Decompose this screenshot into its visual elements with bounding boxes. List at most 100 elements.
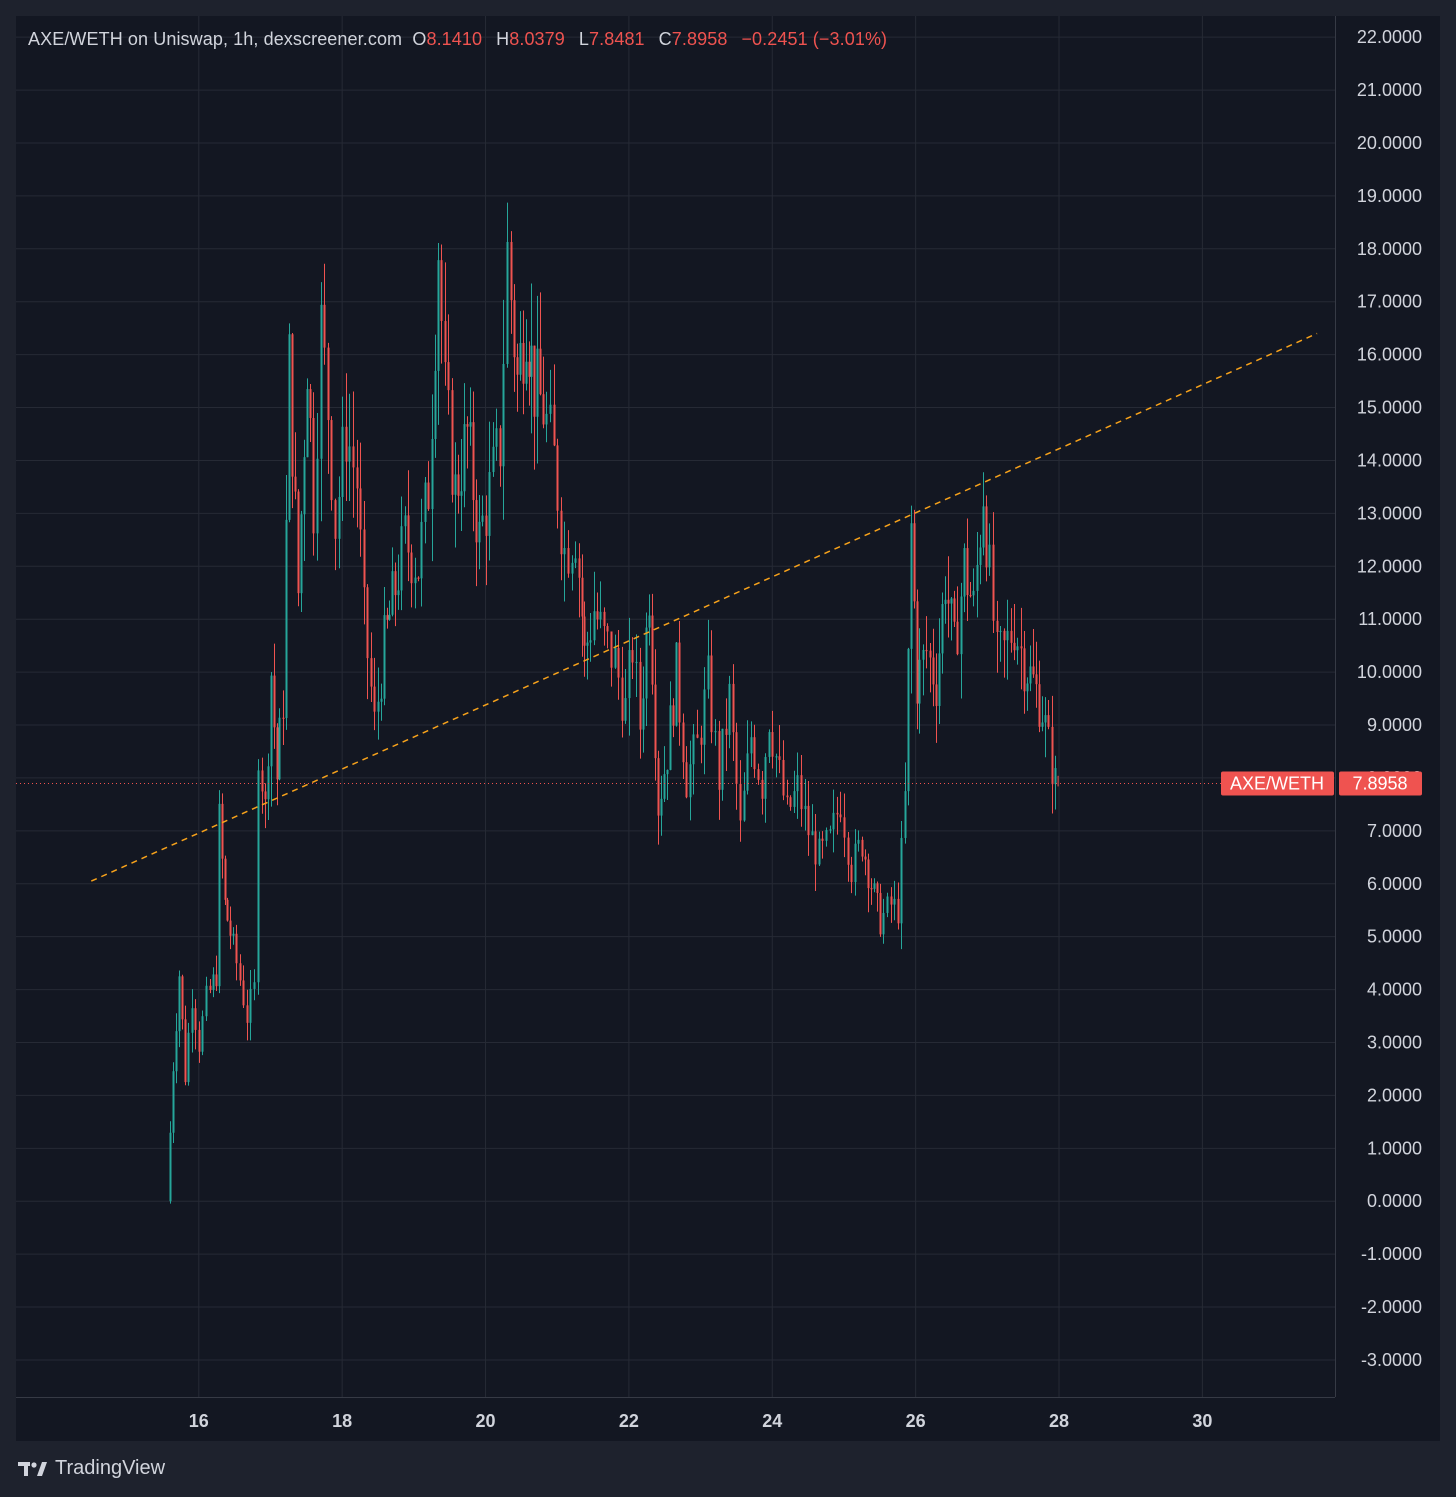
candle-body — [533, 345, 536, 417]
candle-body — [581, 577, 584, 617]
candle-body — [941, 604, 944, 654]
candle-body — [947, 599, 950, 604]
candle-body — [370, 658, 373, 687]
candle-body — [282, 717, 285, 719]
candle-body — [867, 859, 870, 889]
candle-body — [873, 883, 876, 889]
candle-body — [876, 883, 879, 893]
candle-body — [394, 571, 397, 596]
candle-body — [956, 621, 959, 655]
candle-body — [451, 390, 454, 495]
candlestick-chart[interactable]: 22.0000 21.0000 20.0000 19.0000 18.0000 17.00… — [16, 16, 1440, 1441]
y-tick-label: 13.0000 — [1357, 503, 1422, 523]
candle-body — [499, 428, 502, 467]
legend-change: −0.2451 (−3.01%) — [741, 29, 888, 49]
candle-body — [893, 898, 896, 905]
candle-body — [513, 300, 516, 358]
y-tick-label: 12.0000 — [1357, 556, 1422, 576]
candle-body — [380, 698, 383, 702]
candle-body — [782, 759, 785, 796]
candle-body — [1054, 768, 1057, 785]
brand-label: TradingView — [55, 1457, 166, 1479]
candle-body — [338, 497, 341, 539]
y-tick-label: 9.0000 — [1367, 715, 1422, 735]
candle-body — [463, 424, 466, 492]
candle-body — [560, 510, 563, 555]
candle-body — [323, 304, 326, 348]
trendline[interactable] — [90, 332, 1318, 882]
candle-body — [960, 596, 963, 655]
candle-body — [897, 898, 900, 924]
candle-body — [700, 737, 703, 745]
candle-body — [352, 446, 355, 468]
candle-body — [922, 649, 925, 660]
candle-body — [635, 661, 638, 664]
candle-body — [330, 420, 333, 501]
candle-body — [400, 526, 403, 591]
candle-body — [356, 467, 359, 489]
candle-body — [916, 601, 919, 704]
candle-body — [692, 734, 695, 765]
y-tick-label: 2.0000 — [1367, 1085, 1422, 1105]
candle-body — [469, 422, 472, 427]
candle-body — [972, 590, 975, 596]
candle-body — [209, 985, 212, 990]
candle-body — [768, 732, 771, 757]
candle-body — [950, 598, 953, 604]
candle-body — [771, 732, 774, 757]
symbol-price-tag — [1221, 771, 1334, 796]
y-tick-label: 20.0000 — [1357, 133, 1422, 153]
candle-body — [300, 514, 303, 594]
candle-body — [864, 856, 867, 860]
candle-body — [175, 1031, 178, 1072]
candle-body — [861, 839, 864, 857]
chart-pane[interactable]: 22.0000 21.0000 20.0000 19.0000 18.0000 17.00… — [16, 16, 1440, 1441]
tradingview-brand[interactable]: TradingView — [18, 1457, 165, 1480]
legend-high-label: H — [496, 29, 510, 49]
y-tick-label: 22.0000 — [1357, 27, 1422, 47]
candle-body — [391, 571, 394, 615]
candle-body — [221, 803, 224, 859]
candle-body — [1003, 630, 1006, 641]
legend-low-value: 7.8481 — [589, 29, 645, 49]
candle-body — [800, 775, 803, 810]
candle-body — [327, 347, 330, 421]
y-tick-label: 3.0000 — [1367, 1032, 1422, 1052]
candle-body — [198, 1029, 201, 1052]
candle-body — [988, 544, 991, 568]
candle-body — [932, 657, 935, 685]
candle-body — [603, 611, 606, 627]
candle-body — [743, 790, 746, 821]
candle-body — [285, 519, 288, 719]
candle-body — [657, 758, 660, 816]
candle-body — [420, 521, 423, 579]
candle-body — [191, 1008, 194, 1033]
legend-close-label: C — [658, 29, 672, 49]
candle-body — [728, 683, 731, 735]
candle-body — [963, 548, 966, 597]
candle-body — [472, 422, 475, 501]
candle-body — [707, 655, 710, 690]
candle-body — [257, 770, 260, 983]
candle-body — [359, 488, 362, 530]
candle-body — [935, 684, 938, 706]
x-tick-label: 16 — [189, 1411, 209, 1431]
candle-body — [979, 547, 982, 565]
candle-body — [348, 446, 351, 462]
candle-body — [811, 831, 814, 836]
candle-body — [309, 389, 312, 418]
candle-body — [571, 562, 574, 574]
y-tick-label: 19.0000 — [1357, 186, 1422, 206]
candle-body — [721, 728, 724, 790]
candle-body — [1020, 646, 1023, 649]
candle-body — [589, 640, 592, 643]
candle-body — [316, 458, 319, 534]
candle-body — [205, 985, 208, 1017]
candle-body — [617, 647, 620, 678]
candle-body — [519, 342, 522, 375]
candle-body — [714, 731, 717, 733]
candle-body — [232, 933, 235, 936]
y-tick-label: -2.0000 — [1361, 1297, 1422, 1317]
candle-body — [539, 348, 542, 395]
candle-body — [414, 577, 417, 584]
